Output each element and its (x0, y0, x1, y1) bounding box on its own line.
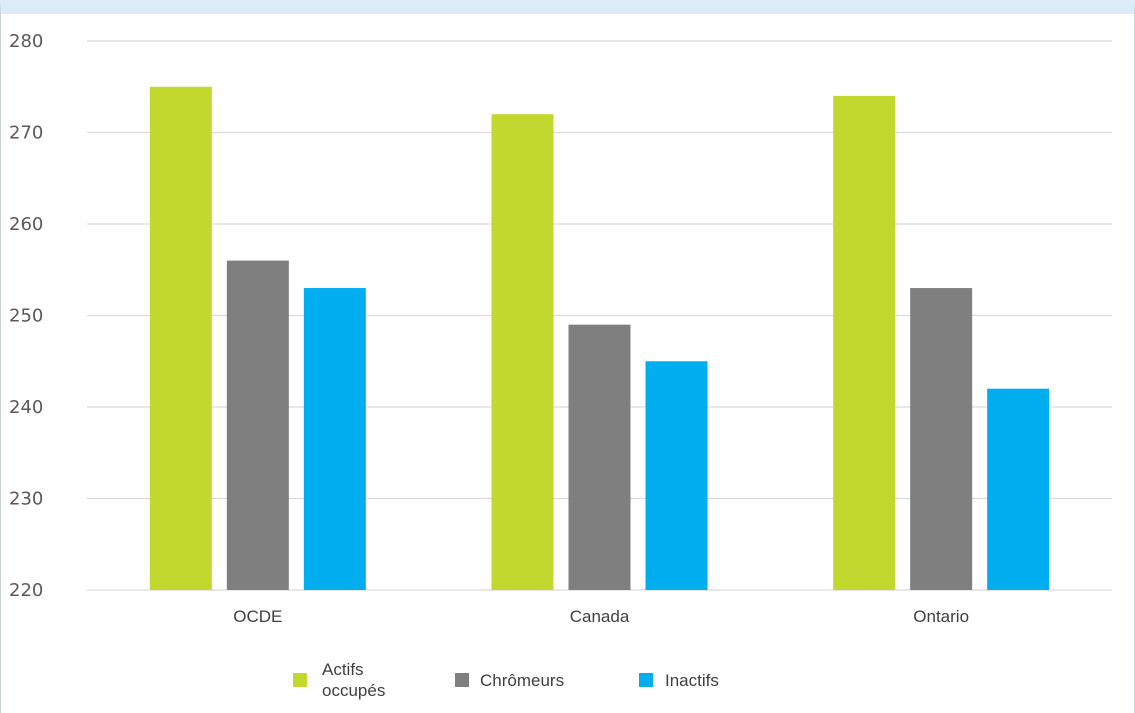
legend-swatch (293, 673, 307, 687)
bar-inactifs-canada (645, 361, 708, 590)
bar-actifs-occup-s-ontario (833, 95, 896, 591)
y-tick-label: 250 (9, 306, 43, 327)
bar-inactifs-ontario (987, 388, 1050, 590)
legend-label: Chrômeurs (480, 671, 564, 690)
x-category-label: Canada (570, 607, 630, 626)
bar-inactifs-ocde (303, 288, 366, 590)
y-tick-label: 260 (9, 214, 43, 235)
y-tick-label: 230 (9, 489, 43, 510)
y-tick-label: 280 (9, 31, 43, 52)
legend-swatch (455, 673, 469, 687)
y-tick-label: 220 (9, 580, 43, 601)
bars (149, 86, 1050, 591)
bar-chr-meurs-ontario (910, 288, 973, 590)
legend-item: Chrômeurs (455, 671, 564, 690)
bar-chr-meurs-canada (568, 324, 631, 590)
bar-actifs-occup-s-canada (491, 114, 554, 590)
legend-label: Actifs occupés (322, 660, 385, 700)
x-category-label: Ontario (913, 607, 969, 626)
legend-item: Inactifs (639, 671, 719, 690)
legend: Actifs occupés Chrômeurs Inactifs (293, 660, 719, 700)
y-tick-label: 270 (9, 123, 43, 144)
legend-label: Inactifs (665, 671, 719, 690)
x-axis-category-labels: OCDE Canada Ontario (233, 607, 969, 626)
bar-chr-meurs-ocde (226, 260, 289, 590)
legend-swatch (639, 673, 653, 687)
y-tick-label: 240 (9, 397, 43, 418)
x-category-label: OCDE (233, 607, 282, 626)
y-axis-tick-labels: 220 230 240 250 260 270 280 (9, 31, 43, 601)
bar-actifs-occup-s-ocde (149, 86, 212, 590)
legend-item: Actifs occupés (293, 660, 385, 700)
